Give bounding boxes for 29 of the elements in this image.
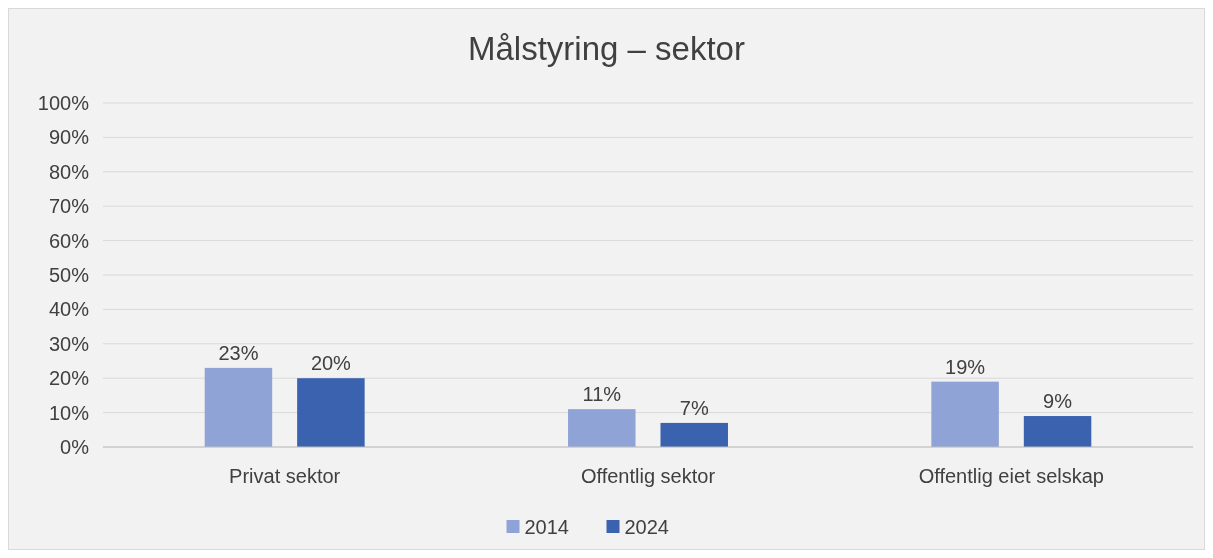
data-label: 7% — [679, 396, 709, 419]
y-tick-label: 100% — [37, 92, 90, 114]
x-tick-label: Offentlig sektor — [580, 465, 716, 487]
bar — [204, 367, 273, 447]
y-tick-label: 0% — [60, 436, 90, 458]
y-tick-label: 10% — [48, 401, 90, 424]
legend-label: 2014 — [524, 515, 569, 538]
bar — [1023, 416, 1092, 447]
data-label: 20% — [310, 352, 352, 375]
y-tick-label: 90% — [48, 126, 90, 149]
bar — [297, 378, 365, 447]
data-label: 9% — [1043, 390, 1073, 413]
data-label: 23% — [218, 341, 259, 364]
y-tick-label: 80% — [48, 160, 90, 183]
data-label: 11% — [582, 383, 622, 406]
y-tick-label: 70% — [48, 195, 90, 218]
x-tick-label: Privat sektor — [229, 465, 341, 487]
legend-label: 2024 — [624, 515, 669, 538]
y-tick-label: 30% — [48, 332, 90, 355]
y-tick-label: 60% — [48, 229, 90, 252]
y-tick-label: 20% — [48, 367, 90, 390]
bar — [660, 422, 728, 447]
data-label: 19% — [945, 355, 986, 378]
y-tick-label: 40% — [48, 298, 90, 321]
y-tick-label: 50% — [48, 264, 90, 286]
x-tick-label: Offentlig eiet selskap — [918, 465, 1104, 487]
chart-title: Målstyring – sektor — [468, 30, 745, 67]
bar — [568, 409, 636, 447]
bar — [931, 381, 999, 447]
